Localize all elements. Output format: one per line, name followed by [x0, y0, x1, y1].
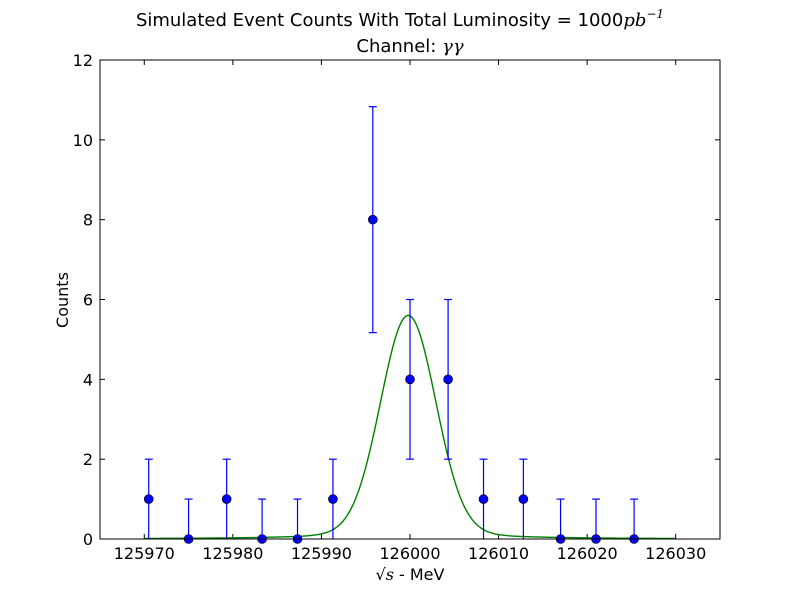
y-tick-label: 4 [83, 370, 93, 389]
x-tick-label: 125970 [114, 544, 175, 563]
chart-title-line1: Simulated Event Counts With Total Lumino… [136, 7, 664, 31]
data-point [143, 494, 154, 504]
x-tick-label: 126010 [468, 544, 529, 563]
chart-title-line2: Channel: γγ [356, 36, 463, 57]
y-tick-label: 10 [73, 131, 93, 150]
data-point [518, 494, 529, 504]
plot-layer: 125970 125980 125990 126000 126010 126020 1260… [73, 51, 720, 563]
x-tick-label: 126020 [557, 544, 618, 563]
y-tick-label: 12 [73, 51, 93, 70]
y-tick-label: 2 [83, 450, 93, 469]
data-point [478, 494, 489, 504]
y-tick-label: 6 [83, 291, 93, 310]
x-tick-label: 125980 [202, 544, 263, 563]
x-axis-label: √s - MeV [376, 565, 445, 584]
y-tick-label: 8 [83, 211, 93, 230]
y-axis-label: Counts [53, 272, 72, 328]
data-point [221, 494, 232, 504]
plot-frame [99, 59, 721, 540]
x-tick-label: 126000 [379, 544, 440, 563]
y-tick-label: 0 [83, 530, 93, 549]
data-point [328, 494, 338, 504]
x-tick-label: 126030 [645, 544, 706, 563]
data-point [405, 374, 415, 385]
data-point [367, 214, 378, 225]
data-point [443, 374, 453, 385]
x-tick-label: 125990 [291, 544, 352, 563]
